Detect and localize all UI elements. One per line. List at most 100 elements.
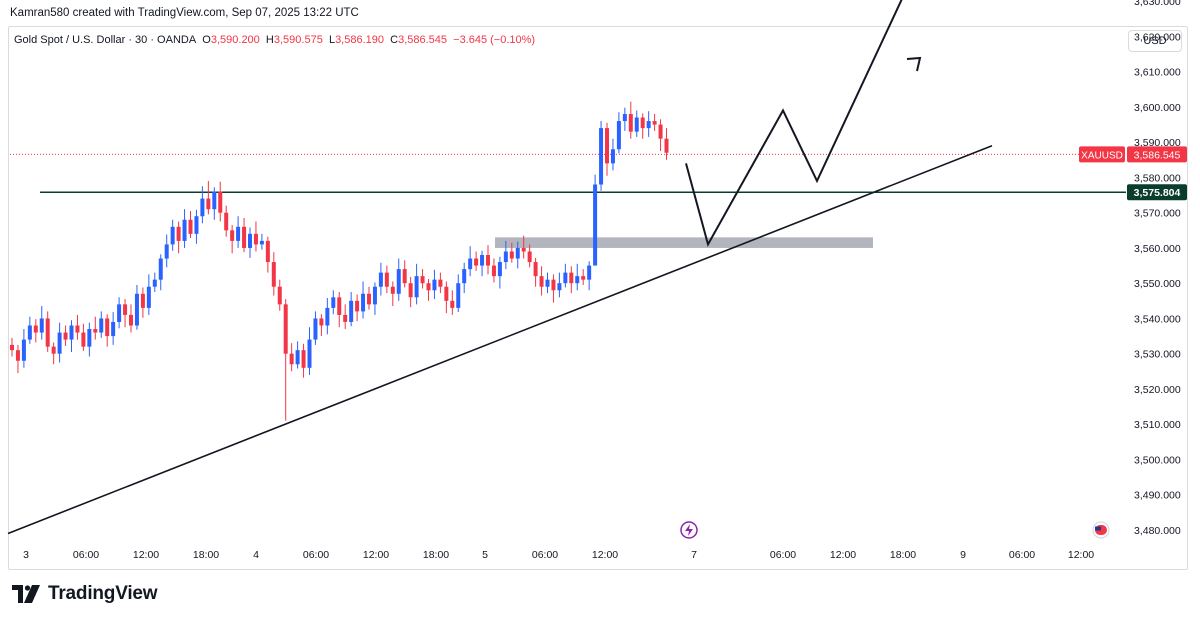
current-price-label-bg	[1127, 146, 1187, 163]
projection-path	[685, 0, 903, 248]
close-label: C	[390, 34, 399, 46]
candle-body	[230, 230, 235, 241]
candle-body	[81, 332, 86, 347]
change-value: −3.645 (−0.10%)	[453, 34, 536, 46]
candle-body	[10, 344, 14, 351]
price-axis-label: 3,630.000	[1134, 0, 1181, 8]
chart-frame	[8, 26, 1188, 570]
close-value: 3,586.545	[398, 34, 448, 46]
candle-body	[396, 269, 401, 294]
price-axis-label: 3,510.000	[1134, 419, 1181, 431]
open-label: O	[202, 34, 211, 46]
candle-body	[188, 219, 193, 234]
time-axis-label: 06:00	[1009, 549, 1035, 561]
time-axis-label: 7	[691, 549, 697, 561]
candle-body	[242, 226, 247, 248]
time-axis-label: 12:00	[133, 549, 159, 561]
candle-body	[545, 279, 550, 287]
time-axis-label: 12:00	[830, 549, 856, 561]
candle-body	[27, 325, 32, 340]
candle-body	[295, 350, 300, 365]
us-flag-canton	[1095, 526, 1101, 531]
candle-body	[610, 149, 615, 164]
candle-body	[378, 272, 383, 287]
candle-body	[533, 262, 538, 277]
time-axis-label: 06:00	[532, 549, 558, 561]
candle-body	[361, 293, 366, 312]
candle-body	[468, 258, 473, 270]
candle-body	[170, 226, 175, 245]
currency-button[interactable]: USD	[1128, 30, 1182, 52]
candle-body	[634, 117, 639, 132]
high-value: 3,590.575	[273, 34, 323, 46]
candle-body	[551, 279, 556, 291]
candle-body	[640, 117, 645, 129]
time-axis-label: 06:00	[770, 549, 796, 561]
candle-body	[176, 226, 181, 241]
price-axis-label: 3,500.000	[1134, 454, 1181, 466]
candle-body	[212, 191, 217, 210]
candle-body	[271, 262, 276, 287]
price-axis-label: 3,580.000	[1134, 172, 1181, 184]
current-price-label: 3,586.545	[1134, 149, 1181, 161]
low-label: L	[328, 34, 336, 46]
rising-trendline	[7, 144, 993, 535]
time-axis-label: 06:00	[303, 549, 329, 561]
tradingview-brand[interactable]: TradingView	[12, 583, 158, 605]
candle-body	[224, 212, 229, 231]
candle-body	[599, 128, 604, 185]
candle-body	[343, 314, 348, 322]
candle-body	[438, 279, 443, 287]
candle-body	[259, 240, 264, 245]
candle-body	[563, 272, 568, 284]
price-axis-label: 3,570.000	[1134, 208, 1181, 220]
time-axis-label: 12:00	[592, 549, 618, 561]
candle-body	[521, 247, 526, 252]
candle-body	[527, 251, 532, 263]
candle-body	[218, 191, 223, 213]
candle-body	[480, 255, 485, 266]
candle-body	[593, 184, 598, 266]
candle-body	[134, 293, 139, 326]
level-price-label-bg	[1127, 184, 1187, 201]
support-zone-rect	[495, 237, 873, 248]
price-axis-label: 3,480.000	[1134, 525, 1181, 537]
candle-body	[123, 304, 128, 315]
price-axis-label: 3,520.000	[1134, 384, 1181, 396]
candle-body	[194, 216, 199, 234]
candle-body	[200, 198, 205, 217]
time-axis-label: 5	[482, 549, 488, 561]
symbol-name[interactable]: Gold Spot / U.S. Dollar · 30 · OANDA	[14, 34, 197, 46]
candle-body	[93, 329, 98, 333]
time-axis-label: 18:00	[193, 549, 219, 561]
candle-body	[33, 325, 38, 333]
candle-body	[420, 276, 425, 284]
candle-body	[277, 286, 282, 305]
time-axis-label: 12:00	[1068, 549, 1094, 561]
time-axis-label: 06:00	[73, 549, 99, 561]
candle-body	[313, 318, 318, 340]
candle-body	[432, 279, 437, 291]
symbol-tag-bg	[1079, 146, 1125, 163]
candle-body	[515, 247, 520, 259]
candle-body	[129, 314, 133, 326]
time-axis-label: 18:00	[423, 549, 449, 561]
time-axis-label: 3	[23, 549, 29, 561]
candle-body	[182, 219, 187, 241]
candle-body	[236, 226, 241, 241]
candle-body	[283, 304, 288, 354]
candle-body	[146, 286, 151, 308]
chart-attribution: Kamran580 created with TradingView.com, …	[10, 7, 359, 19]
candle-body	[575, 276, 580, 284]
candle-body	[605, 128, 609, 164]
candle-body	[486, 255, 490, 266]
price-axis-label: 3,560.000	[1134, 243, 1181, 255]
price-axis-label: 3,550.000	[1134, 278, 1181, 290]
candle-body	[69, 325, 74, 340]
candle-body	[99, 318, 104, 333]
candle-body	[349, 300, 354, 322]
lightning-icon	[685, 524, 693, 536]
price-axis-label: 3,540.000	[1134, 313, 1181, 325]
candle-body	[509, 251, 514, 259]
